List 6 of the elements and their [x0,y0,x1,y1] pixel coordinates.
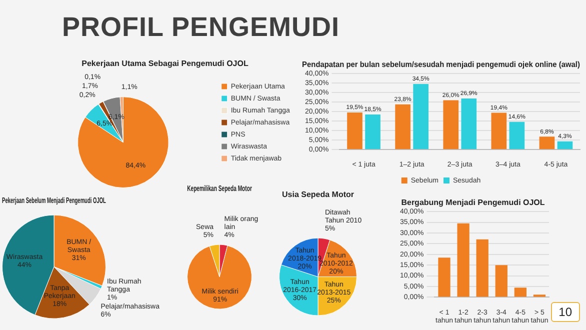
chart-title: Bergabung Menjadi Pengemudi OJOL [401,198,545,208]
chart-title: Usia Sepeda Motor [282,190,354,200]
chart-title: Pendapatan per bulan sebelum/sesudah menjadi pengemudi ojek online (awal) [302,60,580,70]
chart-title: Pekerjaan Utama Sebagai Pengemudi OJOL [82,59,248,68]
text: 10 [550,302,580,322]
text: PROFIL PENGEMUDI [62,12,340,43]
